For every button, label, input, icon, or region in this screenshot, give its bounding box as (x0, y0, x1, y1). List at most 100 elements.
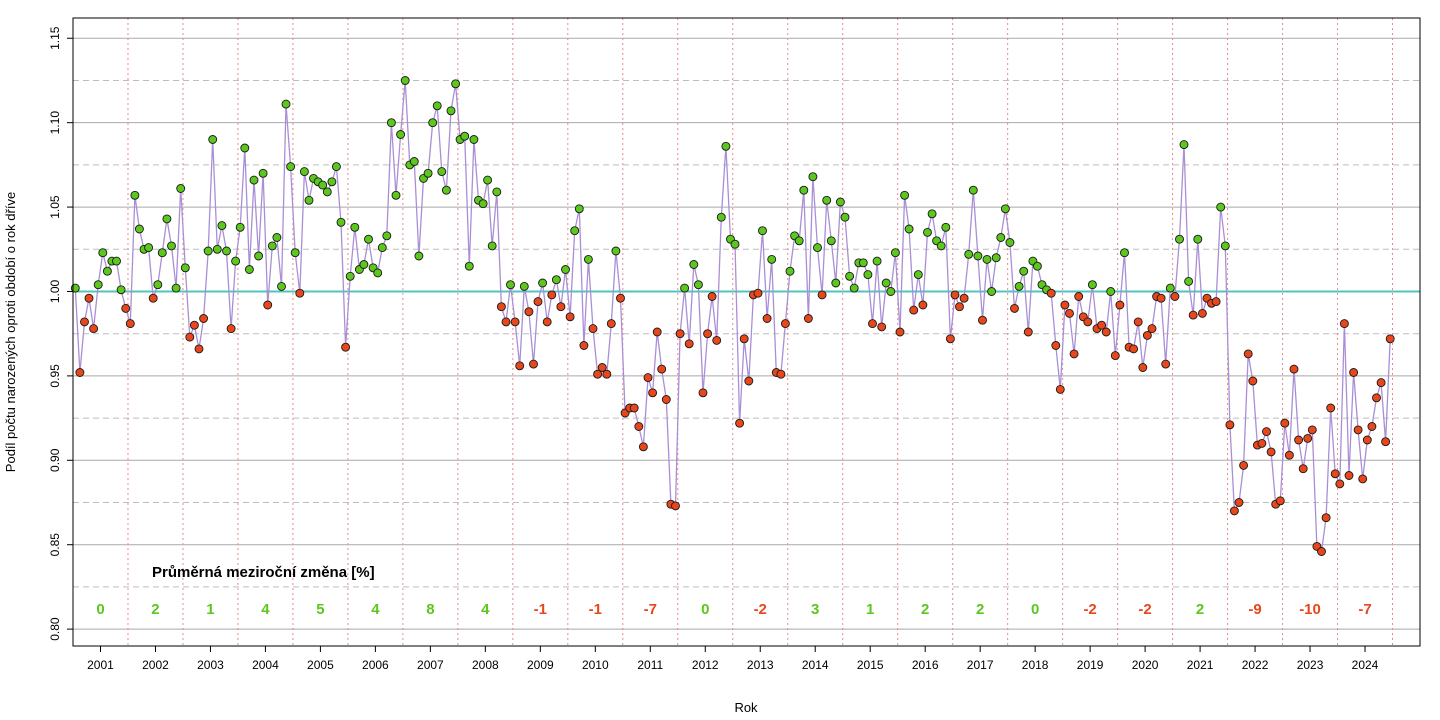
data-point (1097, 320, 1107, 330)
data-point (1349, 368, 1359, 377)
data-point (506, 280, 515, 290)
x-tick-label: 2024 (1352, 658, 1379, 672)
data-point (785, 266, 795, 276)
data-point (345, 271, 355, 281)
x-tick-label: 2010 (582, 658, 609, 672)
data-point (1307, 425, 1317, 435)
x-tick-label: 2020 (1132, 658, 1159, 672)
data-point (199, 314, 209, 323)
data-point (1184, 276, 1194, 286)
data-point (978, 315, 987, 325)
data-point (84, 293, 94, 303)
data-point (267, 241, 277, 251)
annotation-value: 0 (1031, 601, 1039, 618)
annotation-value: 1 (866, 601, 874, 618)
data-point (574, 204, 584, 214)
x-tick-label: 2004 (252, 658, 279, 672)
data-point (611, 246, 621, 256)
data-point (739, 334, 749, 344)
x-tick-label: 2018 (1022, 658, 1049, 672)
data-point (1248, 376, 1258, 386)
data-point (753, 288, 763, 298)
data-point (1335, 479, 1345, 489)
data-point (1234, 498, 1244, 507)
data-point (698, 388, 708, 398)
data-point (1220, 241, 1230, 251)
data-point (382, 231, 392, 241)
data-point (258, 168, 268, 178)
data-point (1193, 234, 1203, 244)
data-point (900, 190, 910, 200)
data-point (712, 335, 722, 345)
data-point (684, 339, 694, 349)
data-point (570, 226, 580, 236)
data-point (941, 222, 951, 232)
data-point (469, 135, 479, 144)
data-point (322, 187, 332, 197)
data-point (822, 195, 832, 205)
data-point (1225, 420, 1235, 430)
annotation-value: 2 (976, 601, 984, 618)
data-point (1129, 344, 1139, 354)
data-point (918, 300, 928, 310)
data-point (1161, 359, 1171, 369)
data-point (1055, 384, 1065, 394)
data-point (80, 317, 89, 327)
annotation-value: 2 (921, 601, 929, 618)
data-point (487, 241, 497, 251)
data-point (1065, 308, 1074, 318)
data-point (776, 369, 786, 379)
data-point (730, 239, 740, 249)
x-tick-label: 2013 (747, 658, 774, 672)
y-axis: 0.80 0.85 0.90 0.95 1.00 1.05 1.10 1.15 (48, 26, 73, 641)
data-point (1165, 283, 1175, 293)
data-point (524, 307, 534, 317)
data-point (1372, 393, 1381, 403)
data-point (1051, 341, 1061, 350)
data-point (98, 248, 108, 258)
annotation-value: 2 (151, 601, 159, 618)
data-point (144, 243, 154, 253)
data-point (1381, 437, 1391, 447)
data-point (189, 320, 199, 330)
data-point (1120, 248, 1129, 258)
data-point (386, 118, 396, 128)
y-tick-label: 1.05 (48, 195, 62, 219)
data-point (180, 263, 190, 273)
data-point (1188, 310, 1198, 320)
data-point (153, 280, 163, 290)
data-point (1138, 363, 1148, 372)
data-point (858, 258, 868, 268)
data-point (217, 221, 227, 231)
y-tick-label: 1.10 (48, 111, 62, 135)
data-point (208, 135, 218, 144)
data-point (913, 270, 923, 280)
data-point (194, 344, 204, 354)
data-point (1179, 140, 1189, 150)
data-point (547, 290, 557, 300)
data-point (286, 162, 296, 172)
annotation-value: 4 (481, 601, 490, 618)
data-point (272, 233, 282, 242)
data-point (835, 197, 845, 207)
data-point (661, 395, 671, 404)
data-point (281, 99, 291, 109)
data-point (533, 297, 543, 307)
data-point (1175, 234, 1184, 244)
data-point (863, 270, 873, 280)
data-point (1046, 288, 1056, 298)
data-point (102, 266, 112, 276)
data-point (496, 302, 506, 312)
data-point (991, 253, 1001, 263)
data-point (583, 254, 593, 264)
x-tick-label: 2008 (472, 658, 499, 672)
data-point (721, 141, 731, 151)
data-point (1385, 334, 1395, 344)
data-point (515, 361, 525, 371)
data-point (703, 329, 713, 339)
data-point (409, 157, 419, 166)
data-point (336, 217, 346, 227)
data-point (295, 288, 305, 298)
data-point (1083, 317, 1093, 327)
data-point (249, 175, 259, 185)
